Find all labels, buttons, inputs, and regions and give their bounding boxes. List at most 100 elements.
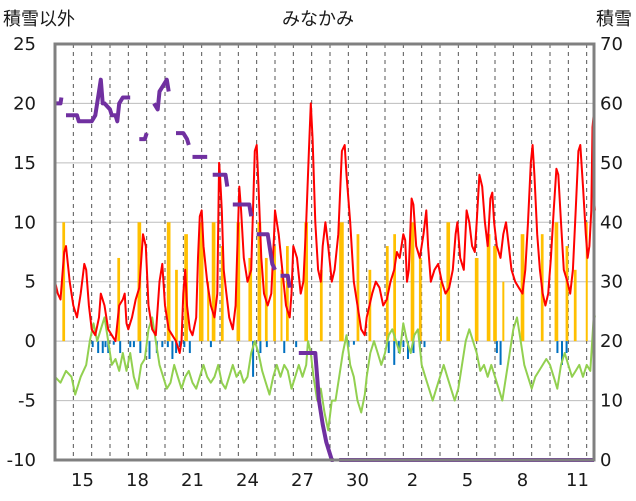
snow-depth-line: [212, 172, 230, 187]
precipitation-bar: [556, 341, 559, 354]
precipitation-bar: [412, 341, 415, 354]
sunshine-bar: [280, 269, 283, 342]
precipitation-bar: [139, 341, 142, 354]
x-tick-label: 27: [291, 470, 314, 491]
precipitation-bar: [101, 341, 104, 354]
precipitation-bar: [565, 341, 568, 354]
sunshine-bar: [446, 222, 451, 342]
right-tick-label: 40: [600, 212, 623, 233]
precipitation-bar: [183, 341, 186, 348]
snow-depth-line: [66, 77, 131, 124]
precipitation-bar: [352, 341, 355, 345]
right-tick-label: 0: [600, 450, 611, 471]
plot-frame: [53, 42, 596, 462]
sunshine-bar: [585, 222, 588, 342]
x-tick-label: 5: [462, 470, 473, 491]
temperature-line: [54, 102, 596, 354]
precipitation-bar: [393, 341, 396, 365]
precipitation-bar: [132, 341, 135, 348]
x-tick-label: 21: [181, 470, 204, 491]
x-tick-label: 18: [126, 470, 149, 491]
precipitation-bar: [561, 341, 563, 365]
sunshine-bar: [486, 234, 491, 342]
precipitation-bar: [407, 341, 409, 359]
left-tick-label: 15: [13, 153, 36, 174]
sunshine-bar: [220, 246, 224, 342]
sunshine-bar: [257, 222, 262, 342]
sunshine-bar: [565, 246, 569, 342]
precipitation-bar: [119, 341, 122, 354]
precipitation-bar: [171, 341, 174, 359]
precipitation-bar: [499, 341, 502, 365]
left-tick-label: -5: [18, 391, 36, 412]
sunshine-bar: [117, 257, 121, 342]
left-axis-label: 積雪以外: [3, 9, 75, 30]
snow-depth-line: [280, 273, 292, 289]
sunshine-bar: [286, 246, 289, 342]
precipitation-bar: [97, 341, 100, 354]
right-tick-label: 20: [600, 331, 623, 352]
sunshine-bar: [493, 246, 497, 342]
precipitation-bar: [175, 341, 178, 354]
left-tick-label: -10: [7, 450, 36, 471]
precipitation-bar: [91, 341, 94, 348]
sunshine-bar: [175, 269, 178, 342]
precipitation-bar: [178, 341, 181, 348]
snow-depth-line: [152, 77, 171, 112]
precipitation-bar: [166, 341, 169, 348]
precipitation-bar: [148, 341, 151, 359]
left-tick-label: 10: [13, 212, 36, 233]
sunshine-bar: [440, 281, 442, 342]
x-tick-label: 11: [566, 470, 589, 491]
x-tick-label: 15: [71, 470, 94, 491]
left-tick-label: 25: [13, 34, 36, 55]
sunshine-bar: [207, 281, 210, 342]
sunshine-bar: [502, 281, 505, 342]
snow-depth-line: [139, 132, 149, 142]
snow-depth-line: [232, 202, 254, 217]
precipitation-bar: [495, 341, 498, 354]
left-tick-label: 0: [25, 331, 36, 352]
sunshine-bar: [304, 222, 308, 342]
sunshine-bar: [62, 222, 66, 342]
left-tick-label: 5: [25, 272, 36, 293]
right-tick-label: 10: [600, 391, 623, 412]
snow-depth-line: [256, 232, 277, 271]
precipitation-bar: [188, 341, 191, 354]
sunshine-bar: [339, 222, 344, 342]
sunshine-bar: [273, 246, 276, 342]
x-tick-label: 2: [407, 470, 418, 491]
snow-depth-line: [55, 97, 64, 106]
x-tick-label: 30: [346, 470, 369, 491]
min-temperature-line: [54, 310, 596, 432]
x-tick-label: 8: [517, 470, 528, 491]
snow-depth-line: [176, 131, 191, 146]
right-axis-label: 積雪: [596, 9, 632, 30]
precipitation-bar: [295, 341, 298, 348]
sunshine-bar: [418, 257, 422, 342]
chart-title: みなかみ: [282, 9, 354, 30]
left-tick-label: 20: [13, 93, 36, 114]
precipitation-bar: [104, 341, 107, 348]
sunshine-bar: [211, 222, 216, 342]
sunshine-bar: [356, 234, 360, 342]
precipitation-bar: [259, 341, 262, 354]
sunshine-bar: [554, 222, 559, 342]
precipitation-bar: [161, 341, 164, 348]
precipitation-bar: [112, 341, 115, 345]
right-tick-label: 70: [600, 34, 623, 55]
precipitation-bar: [423, 341, 426, 348]
precipitation-bar: [387, 341, 390, 354]
right-tick-label: 50: [600, 153, 623, 174]
right-tick-label: 60: [600, 93, 623, 114]
precipitation-bar: [252, 341, 255, 377]
sunshine-bar: [198, 222, 204, 342]
sunshine-bar: [236, 222, 241, 342]
precipitation-bar: [265, 341, 268, 348]
precipitation-bar: [129, 341, 132, 348]
precipitation-bar: [209, 341, 212, 348]
sunshine-bar: [319, 269, 323, 342]
sunshine-bar: [474, 257, 479, 342]
